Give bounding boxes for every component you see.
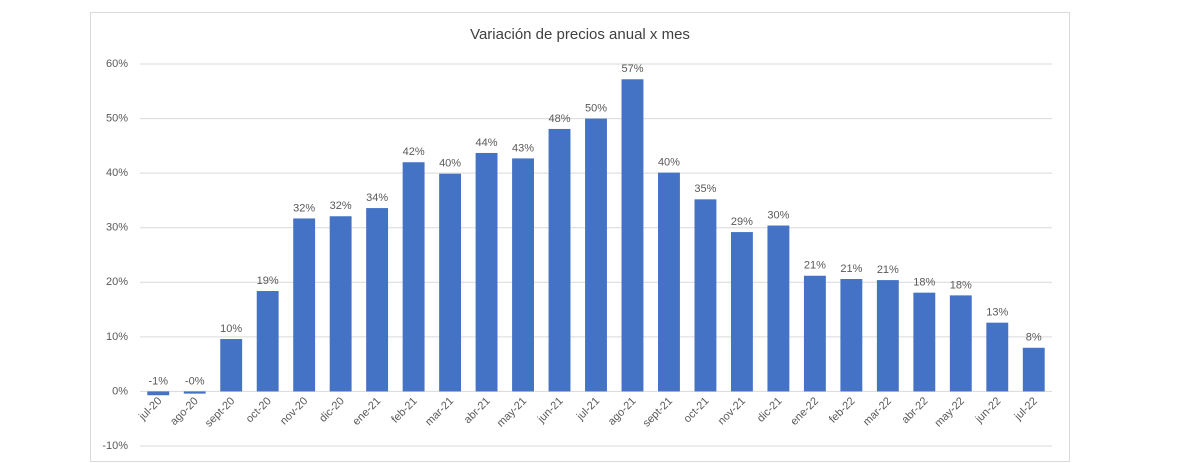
data-label: 34% <box>366 192 388 204</box>
bar <box>913 292 936 392</box>
data-label: 48% <box>549 113 571 125</box>
chart-frame <box>90 12 1070 462</box>
bar <box>293 218 316 392</box>
data-label: 42% <box>403 146 425 158</box>
data-label: 21% <box>877 264 899 276</box>
bar <box>1022 347 1045 392</box>
data-label: 40% <box>439 158 461 170</box>
bar <box>147 391 170 396</box>
data-label: 18% <box>913 277 935 289</box>
data-label: 29% <box>731 216 753 228</box>
data-label: 50% <box>585 102 607 114</box>
data-label: 21% <box>840 263 862 275</box>
bar <box>585 118 607 392</box>
bar <box>730 232 753 392</box>
data-label: 40% <box>658 157 680 169</box>
data-label: 8% <box>1026 332 1042 344</box>
bar <box>548 128 571 392</box>
bar <box>439 173 462 392</box>
y-tick-label: 60% <box>106 58 128 70</box>
data-label: 18% <box>950 279 972 291</box>
bar <box>475 152 498 392</box>
data-label: 10% <box>220 323 242 335</box>
data-label: 43% <box>512 142 534 154</box>
bar <box>986 322 1009 392</box>
data-label: 21% <box>804 260 826 272</box>
bar <box>694 199 717 392</box>
bar <box>876 280 899 392</box>
bar <box>220 339 243 392</box>
y-tick-label: 0% <box>112 385 128 397</box>
bar <box>621 79 644 392</box>
data-label: 13% <box>986 307 1008 319</box>
bar <box>767 225 790 392</box>
data-label: 30% <box>767 209 789 221</box>
y-tick-label: 10% <box>106 331 128 343</box>
y-tick-label: 30% <box>106 222 128 234</box>
data-label: -1% <box>148 375 168 387</box>
y-tick-label: 50% <box>106 112 128 124</box>
data-label: 44% <box>476 137 498 149</box>
bar <box>803 275 826 392</box>
bar <box>658 172 680 392</box>
bar <box>329 216 352 392</box>
data-label: 19% <box>257 275 279 287</box>
bar <box>840 279 863 392</box>
bar <box>402 162 425 392</box>
data-label: 32% <box>293 202 315 214</box>
bar <box>256 291 279 392</box>
data-label: 35% <box>694 183 716 195</box>
data-label: 57% <box>621 63 643 75</box>
bar <box>366 208 389 392</box>
y-tick-label: 20% <box>106 276 128 288</box>
bar <box>183 391 206 394</box>
data-label: 32% <box>330 200 352 212</box>
y-tick-label: -10% <box>102 440 128 452</box>
bar <box>512 158 534 392</box>
y-tick-label: 40% <box>106 167 128 179</box>
chart-title: Variación de precios anual x mes <box>470 26 690 43</box>
data-label: -0% <box>185 375 205 387</box>
bar <box>949 295 972 392</box>
